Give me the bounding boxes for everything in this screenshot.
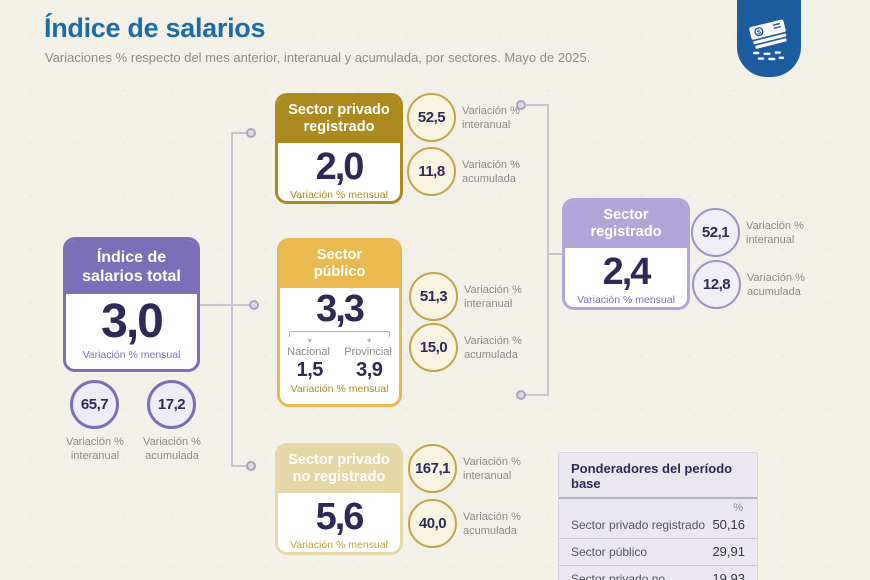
connector-right-vertical [547, 104, 549, 396]
interannual-circle: 51,3 [409, 272, 458, 321]
accumulated-label: Variación % acumulada [463, 511, 521, 538]
money-badge: $ [737, 0, 801, 77]
monthly-label: Variación % mensual [290, 188, 388, 201]
connector-stub-privado-registrado [233, 132, 248, 134]
svg-text:$: $ [756, 29, 762, 37]
interannual-circle: 52,1 [691, 208, 740, 257]
card-sector-privado-no-registrado: Sector privado no registrado 5,6 Variaci… [275, 443, 403, 555]
breakdown-label-nacional: Nacional [287, 345, 330, 358]
interannual-label: Variación % interanual [464, 284, 522, 311]
connector-stub-registrado [549, 253, 562, 255]
row-value: 29,91 [712, 544, 745, 559]
breakdown-bracket [289, 330, 390, 337]
page-subtitle: Variaciones % respecto del mes anterior,… [45, 50, 591, 65]
interannual-label: Variación % interanual [66, 436, 124, 463]
connector-dot [246, 128, 256, 138]
connector-registrado-bottom [525, 394, 549, 396]
breakdown-value-nacional: 1,5 [296, 358, 324, 381]
accumulated-circle: 11,8 [407, 147, 456, 196]
connector-dot [249, 300, 259, 310]
connector-dot [246, 461, 256, 471]
connector-dot [516, 390, 526, 400]
table-row: Sector privado no registrado 19,93 [559, 565, 757, 580]
total-accumulated-circle: 17,2 [147, 380, 196, 429]
accumulated-label: Variación % acumulada [462, 159, 520, 186]
row-label: Sector público [571, 545, 648, 559]
card-title: Sector privado no registrado [278, 446, 400, 493]
accumulated-label: Variación % acumulada [464, 335, 522, 362]
monthly-value: 2,0 [315, 145, 365, 188]
monthly-value: 5,6 [315, 495, 365, 538]
connector-total-main [200, 304, 233, 306]
row-label: Sector privado no registrado [571, 572, 666, 580]
connector-registrado-top [525, 104, 549, 106]
accumulated-label: Variación % acumulada [747, 272, 805, 299]
connector-stub-no-registrado [233, 465, 248, 467]
table-row: Sector público 29,91 [559, 538, 757, 565]
accumulated-circle: 12,8 [692, 260, 741, 309]
row-value: 50,16 [712, 517, 745, 532]
table-title: Ponderadores del período base [559, 453, 757, 499]
total-interannual-circle: 65,7 [70, 380, 119, 429]
interannual-label: Variación % interanual [746, 220, 804, 247]
breakdown-label-provincial: Provincial [344, 345, 392, 358]
table-row: Sector privado registrado 50,16 [559, 514, 757, 538]
interannual-label: Variación % interanual [462, 105, 520, 132]
monthly-value: 3,3 [316, 287, 365, 330]
accumulated-label: Variación % acumulada [143, 436, 201, 463]
breakdown-labels: Nacional Provincial [280, 346, 399, 358]
interannual-label: Variación % interanual [463, 456, 521, 483]
monthly-label: Variación % mensual [577, 293, 675, 306]
ponderadores-table: Ponderadores del período base % Sector p… [558, 452, 758, 580]
interannual-circle: 52,5 [407, 93, 456, 142]
table-column-header: % [733, 502, 743, 514]
card-title: Índice de salarios total [66, 240, 197, 295]
card-title: Sector público [280, 241, 399, 288]
breakdown-value-provincial: 3,9 [356, 358, 383, 381]
money-stack-icon: $ [749, 19, 787, 61]
card-sector-publico: Sector público 3,3 ▼ ▼ Nacional Provincia… [277, 238, 402, 407]
interannual-circle: 167,1 [408, 444, 457, 493]
connector-stub-publico [233, 304, 250, 306]
monthly-value: 2,4 [602, 250, 652, 293]
card-title: Sector privado registrado [278, 96, 400, 143]
accumulated-circle: 40,0 [408, 499, 457, 548]
row-value: 19,93 [712, 571, 745, 580]
accumulated-circle: 15,0 [409, 323, 458, 372]
total-monthly-value: 3,0 [101, 295, 164, 349]
monthly-label: Variación % mensual [82, 349, 181, 362]
row-label: Sector privado registrado [571, 518, 706, 532]
monthly-label: Variación % mensual [290, 538, 388, 551]
monthly-label: Variación % mensual [290, 382, 389, 395]
card-title: Sector registrado [565, 201, 687, 248]
card-sector-privado-registrado: Sector privado registrado 2,0 Variación … [275, 93, 403, 204]
card-sector-registrado: Sector registrado 2,4 Variación % mensua… [562, 198, 690, 310]
connector-left-vertical [231, 132, 233, 467]
breakdown-arrows: ▼ ▼ [306, 337, 373, 345]
card-indice-salarios-total: Índice de salarios total 3,0 Variación %… [63, 237, 200, 372]
breakdown-values: 1,5 3,9 [280, 359, 399, 382]
page-title: Índice de salarios [44, 13, 266, 43]
